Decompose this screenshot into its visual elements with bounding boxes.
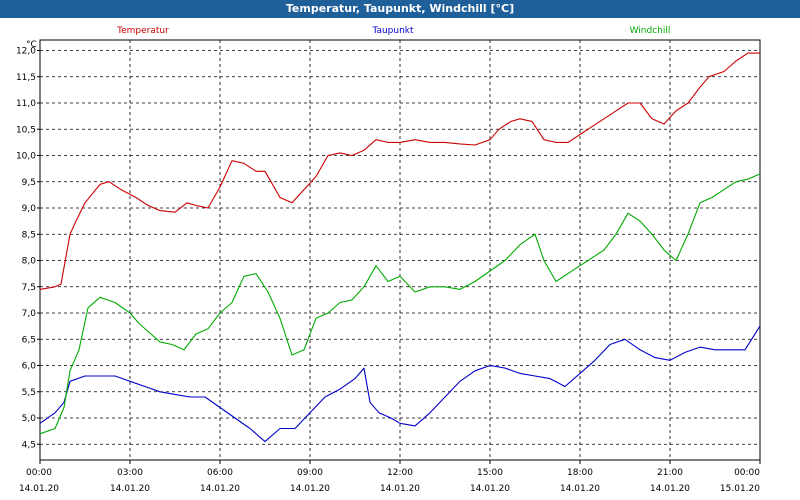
window-title: Temperatur, Taupunkt, Windchill [°C] (0, 0, 800, 18)
x-tick-time: 18:00 (567, 468, 593, 478)
y-tick-label: 12,0 (16, 47, 36, 57)
x-tick-date: 14.01.20 (380, 484, 420, 494)
x-tick-time: 12:00 (387, 468, 413, 478)
x-tick-time: 21:00 (657, 468, 683, 478)
plot-frame (39, 39, 761, 461)
y-tick-label: 11,5 (16, 73, 36, 83)
y-tick-label: 6,5 (22, 335, 36, 345)
x-tick-date: 14.01.20 (560, 484, 600, 494)
y-tick-label: 10,5 (16, 125, 36, 135)
x-tick-date: 14.01.20 (110, 484, 150, 494)
x-tick-time: 03:00 (117, 468, 143, 478)
legend-label-temperatur: Temperatur (116, 26, 169, 36)
y-tick-label: 8,5 (22, 230, 36, 240)
x-tick-time: 00:00 (734, 468, 760, 478)
x-tick-date: 14.01.20 (200, 484, 240, 494)
x-tick-date: 14.01.20 (19, 484, 59, 494)
x-tick-time: 06:00 (207, 468, 233, 478)
x-tick-date: 14.01.20 (650, 484, 690, 494)
y-axis-unit: °C (26, 40, 37, 50)
series-line-taupunkt (39, 325, 761, 443)
x-tick-time: 09:00 (297, 468, 323, 478)
line-chart: 4,5 5,0 5,5 6,0 6,5 7,0 7,5 8,0 8,5 9,0 9,5 10,0 10,… (16, 26, 761, 494)
series-line-temperatur (39, 52, 760, 290)
y-tick-label: 9,0 (22, 204, 37, 214)
y-tick-label: 7,0 (22, 309, 37, 319)
chart-area: 4,5 5,0 5,5 6,0 6,5 7,0 7,5 8,0 8,5 9,0 9,5 10,0 10,… (0, 18, 800, 500)
y-tick-label: 10,0 (16, 152, 36, 162)
y-tick-label: 6,0 (22, 362, 37, 372)
x-tick-date: 14.01.20 (290, 484, 330, 494)
legend-label-windchill: Windchill (630, 26, 671, 36)
x-tick-date: 14.01.20 (470, 484, 510, 494)
x-tick-time: 00:00 (26, 468, 52, 478)
y-tick-label: 9,5 (22, 178, 36, 188)
x-tick-date: 15.01.20 (720, 484, 760, 494)
y-tick-label: 7,5 (22, 283, 36, 293)
legend-label-taupunkt: Taupunkt (371, 26, 414, 36)
series-line-windchill (39, 173, 761, 435)
y-tick-label: 11,0 (16, 99, 36, 109)
y-tick-label: 4,5 (22, 440, 36, 450)
y-tick-label: 8,0 (22, 257, 37, 267)
y-tick-label: 5,5 (22, 388, 36, 398)
x-tick-time: 15:00 (477, 468, 503, 478)
y-tick-label: 5,0 (22, 414, 37, 424)
